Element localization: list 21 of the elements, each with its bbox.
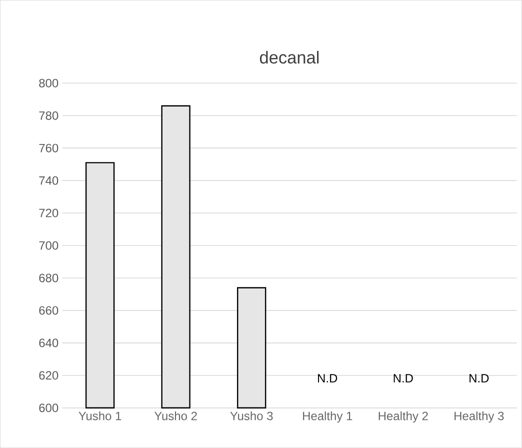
y-tick-label: 660 — [39, 306, 58, 315]
x-tick-label: Yusho 3 — [230, 411, 273, 420]
x-tick-label: Yusho 2 — [154, 411, 197, 420]
text: N.D — [470, 374, 489, 382]
chart-title: decanal — [260, 50, 319, 64]
y-tick-label: 740 — [39, 176, 58, 185]
x-tick-label: Yusho 1 — [78, 411, 122, 420]
y-tick-label: 620 — [39, 371, 58, 380]
y-tick-label: 600 — [39, 404, 58, 412]
x-tick-label: Healthy 2 — [378, 411, 428, 423]
text: N.D — [394, 374, 413, 382]
y-tick-label: 640 — [39, 338, 58, 348]
x-tick-label: Healthy 1 — [303, 411, 352, 423]
y-tick-label: 720 — [39, 208, 58, 218]
y-tick-label: 700 — [39, 241, 58, 250]
y-tick-label: 800 — [39, 78, 58, 88]
x-tick-label: Healthy 3 — [454, 411, 504, 423]
text: N.D — [318, 374, 338, 382]
y-tick-label: 680 — [39, 274, 58, 282]
y-tick-label: 760 — [39, 144, 58, 152]
y-tick-label: 780 — [39, 111, 58, 120]
